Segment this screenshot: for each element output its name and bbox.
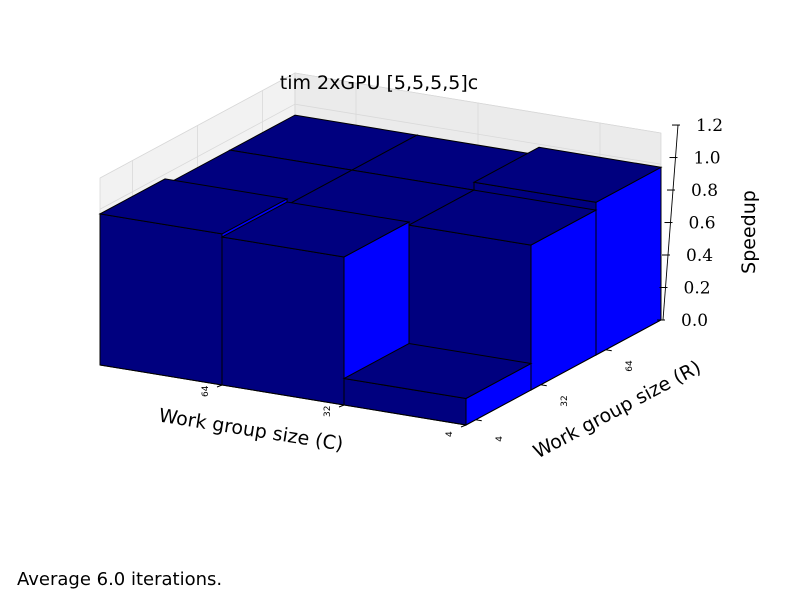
- x-tick: [338, 404, 345, 408]
- bar-top-face: [220, 201, 411, 258]
- x-tick: [216, 384, 223, 388]
- x-tick-label: 4: [445, 431, 455, 437]
- z-tick-label: 0.4: [686, 246, 713, 266]
- z-grid-line: [99, 72, 662, 179]
- bar-top-face: [407, 189, 598, 246]
- z-tick-label: 0.0: [681, 311, 708, 331]
- y-tick-label: 64: [625, 360, 635, 372]
- z-tick-label: 0.6: [689, 214, 716, 234]
- y-tick: [475, 419, 482, 422]
- y-tick: [605, 349, 612, 352]
- x-axis-line: [99, 364, 467, 426]
- y-tick: [540, 384, 547, 387]
- z-tick-label: 1.0: [694, 149, 721, 169]
- y-axis-line: [465, 319, 662, 426]
- x-tick-label: 32: [323, 406, 333, 417]
- y-tick-label: 4: [495, 436, 505, 442]
- bar-top-face: [342, 342, 533, 400]
- bars-group: [98, 114, 663, 426]
- chart-title: tim 2xGPU [5,5,5,5]c: [280, 72, 478, 94]
- bar-top-face: [98, 178, 289, 235]
- y-tick-label: 32: [560, 395, 570, 406]
- bar-top-face: [472, 146, 663, 203]
- z-tick-label: 1.2: [696, 116, 723, 136]
- z-grid-line: [99, 103, 662, 210]
- x-tick: [460, 424, 467, 428]
- x-tick-label: 64: [201, 385, 211, 397]
- z-tick-label: 0.2: [684, 279, 711, 299]
- x-axis-label: Work group size (C): [157, 405, 345, 456]
- iterations-caption: Average 6.0 iterations.: [17, 569, 223, 590]
- z-tick-label: 0.8: [691, 181, 718, 201]
- bar-front-face: [221, 236, 345, 406]
- bar-front-face: [99, 213, 223, 386]
- z-axis-label: Speedup: [738, 190, 760, 274]
